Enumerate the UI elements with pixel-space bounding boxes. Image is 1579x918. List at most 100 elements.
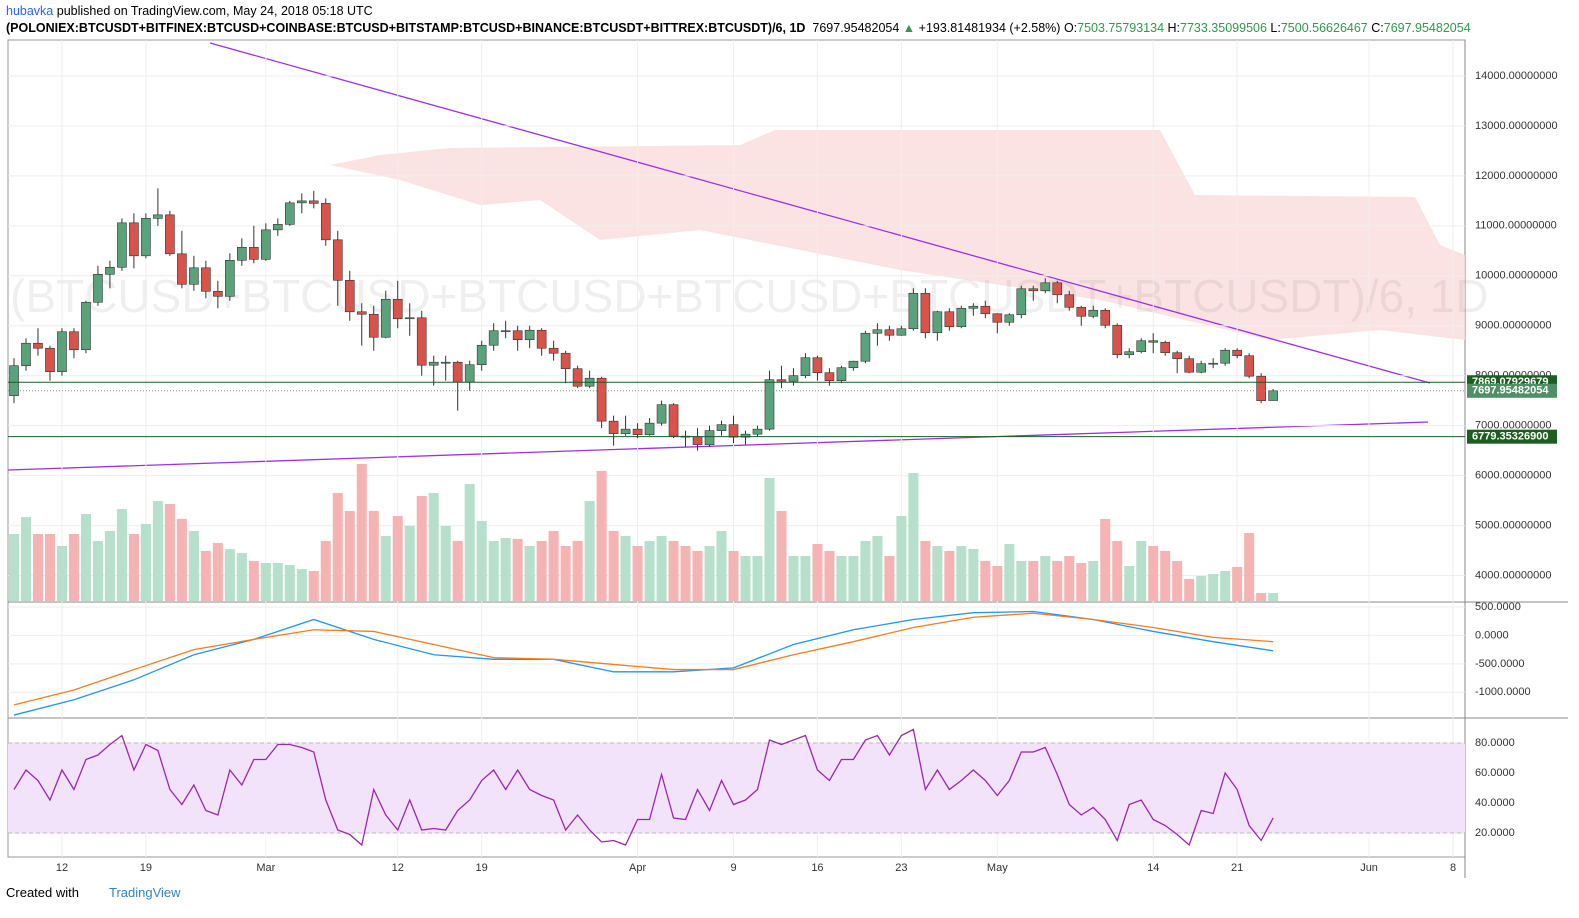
- volume-bar: [836, 556, 847, 601]
- candle-body: [1076, 306, 1087, 317]
- volume-bar: [512, 539, 523, 601]
- candle-body: [968, 305, 979, 309]
- volume-bar: [560, 546, 571, 601]
- y-tick-label: 80.0000: [1475, 737, 1515, 749]
- volume-bar: [248, 561, 259, 601]
- header: hubavka published on TradingView.com, Ma…: [6, 3, 1471, 37]
- candle-body: [1040, 282, 1051, 292]
- candle-body: [452, 361, 463, 383]
- x-tick-label: 14: [1147, 862, 1159, 874]
- author[interactable]: hubavka: [6, 4, 54, 18]
- candle-body: [404, 317, 415, 320]
- candle-body: [153, 214, 163, 219]
- volume-bar: [1172, 561, 1183, 601]
- candle-body: [129, 222, 139, 257]
- volume-bar: [944, 551, 955, 601]
- volume-bar: [260, 563, 271, 601]
- last-price-box: [1467, 383, 1557, 398]
- volume-bar: [644, 541, 655, 601]
- candle-body: [1064, 294, 1075, 308]
- candle-body: [1184, 358, 1194, 373]
- y-tick-label: 14000.00000000: [1475, 70, 1558, 82]
- x-tick-label: Apr: [629, 862, 646, 874]
- candle-body: [177, 253, 187, 285]
- volume-bar: [548, 531, 559, 601]
- candle-body: [548, 347, 559, 354]
- candle-body: [632, 428, 643, 435]
- x-tick-label: 19: [140, 862, 152, 874]
- candle-body: [1052, 282, 1063, 296]
- candle-body: [836, 367, 847, 381]
- candle-body: [1244, 355, 1254, 377]
- candle-body: [45, 347, 55, 373]
- volume-bar: [56, 546, 67, 601]
- trendline: [7, 421, 1429, 471]
- candle-body: [1100, 309, 1111, 326]
- y-tick-label: 40.0000: [1475, 797, 1515, 809]
- c-value: 7697.95482054: [1383, 21, 1471, 35]
- candle-body: [57, 331, 67, 373]
- volume-bar: [536, 541, 547, 601]
- x-tick-label: 21: [1231, 862, 1243, 874]
- volume-bar: [848, 556, 859, 601]
- candle-body: [920, 292, 931, 334]
- volume-bar: [980, 561, 991, 601]
- volume-bar: [212, 543, 223, 601]
- candle-body: [1112, 324, 1123, 356]
- volume-bar: [464, 484, 475, 601]
- x-tick-label: 9: [730, 862, 736, 874]
- symbol: (POLONIEX:BTCUSDT+BITFINEX:BTCUSD+COINBA…: [6, 21, 806, 35]
- volume-bar: [440, 526, 451, 601]
- candle-body: [201, 267, 211, 292]
- footer: Created with TradingView: [6, 885, 181, 900]
- candle-body: [572, 368, 583, 387]
- volume-bar: [632, 546, 643, 601]
- candle-body: [440, 361, 451, 364]
- volume-bar: [1028, 561, 1039, 601]
- volume-bar: [80, 514, 91, 601]
- volume-bar: [1220, 571, 1231, 601]
- volume-bar: [920, 541, 931, 601]
- volume-bar: [152, 501, 163, 601]
- candle-body: [536, 329, 547, 349]
- volume-bar: [332, 493, 343, 601]
- candle-body: [1232, 349, 1242, 357]
- volume-bar: [884, 556, 895, 601]
- candle-body: [656, 404, 667, 424]
- candle-body: [884, 329, 895, 336]
- chart: (BTCUSD+BTCUSD+BTCUSD+BTCUSD+BTCUSDT+BTC…: [7, 39, 1568, 878]
- candle-body: [704, 430, 715, 445]
- candle-body: [428, 361, 439, 366]
- x-tick-label: May: [987, 862, 1008, 874]
- o-label: O:: [1063, 21, 1078, 35]
- h-label: H:: [1167, 21, 1181, 35]
- volume-bar: [356, 464, 367, 601]
- last: 7697.95482054: [812, 21, 900, 35]
- candle-body: [824, 372, 835, 381]
- candle-body: [416, 317, 427, 366]
- candle-body: [33, 342, 43, 349]
- h-value: 7733.35099506: [1180, 21, 1267, 35]
- x-tick-label: Mar: [256, 862, 275, 874]
- volume-bar: [1124, 566, 1135, 601]
- y-tick-label: 5000.00000000: [1475, 519, 1551, 531]
- volume-bar: [176, 519, 187, 601]
- x-tick-label: 23: [895, 862, 907, 874]
- volume-bar: [1196, 576, 1207, 601]
- volume-bar: [32, 534, 43, 601]
- volume-bar: [728, 551, 739, 601]
- volume-bar: [488, 541, 499, 601]
- brand-link[interactable]: TradingView: [108, 885, 181, 900]
- volume-bar: [200, 551, 211, 601]
- volume-bar: [956, 546, 967, 601]
- volume-bar: [764, 478, 775, 601]
- volume-bar: [992, 566, 1003, 601]
- candle-body: [69, 331, 79, 351]
- volume-bar: [1052, 561, 1063, 601]
- volume-bar: [92, 541, 103, 601]
- rsi-band: [8, 743, 1465, 833]
- indicator-line: [13, 612, 1274, 706]
- candle-body: [524, 329, 535, 341]
- candle-body: [980, 305, 991, 315]
